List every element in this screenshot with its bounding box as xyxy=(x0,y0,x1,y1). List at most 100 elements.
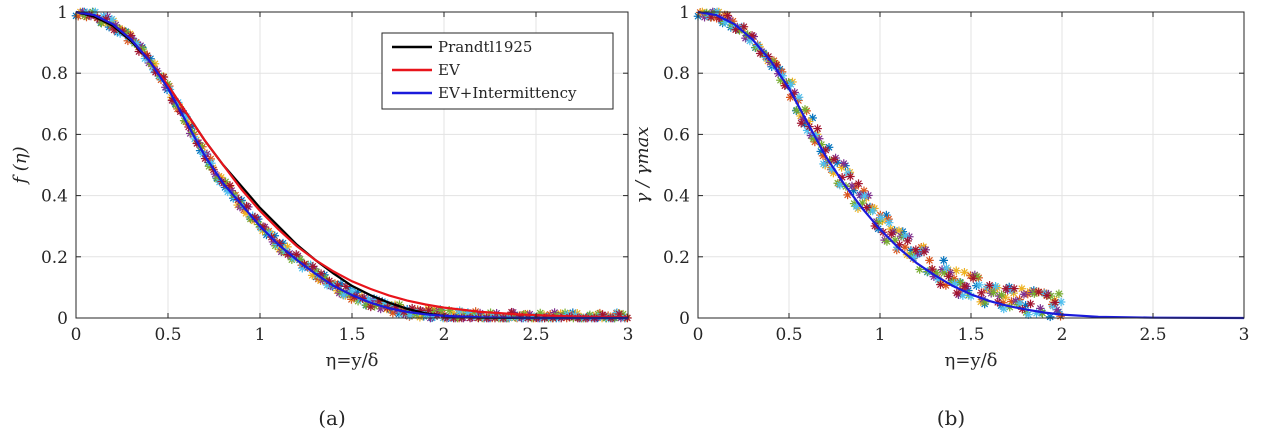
marker-stroke xyxy=(301,260,308,268)
marker-stroke xyxy=(367,303,375,311)
marker-stroke xyxy=(1043,292,1051,299)
scatter-marker xyxy=(813,124,822,133)
marker-stroke xyxy=(869,207,877,215)
y-tick-label: 1 xyxy=(57,3,68,23)
marker-stroke xyxy=(901,243,909,251)
marker-stroke xyxy=(615,310,623,318)
legend-entry: EV+Intermittency xyxy=(438,84,577,102)
scatter-marker xyxy=(985,280,994,290)
scatter-marker xyxy=(366,302,376,312)
marker-stroke xyxy=(902,232,909,240)
marker-stroke xyxy=(940,256,948,264)
marker-stroke xyxy=(855,180,862,188)
scatter-marker xyxy=(206,158,216,168)
marker-stroke xyxy=(797,119,805,127)
marker-stroke xyxy=(1036,304,1044,312)
panel-a: 0 0.5 1 1.5 2 2.5 3 0 0.2 0.4 0.6 0.8 1 η=y/δ f (η) (a)… xyxy=(10,3,633,430)
marker-stroke xyxy=(920,248,928,256)
y-axis-label: γ / γmax xyxy=(632,127,653,204)
marker-stroke xyxy=(926,256,933,264)
marker-stroke xyxy=(389,309,397,317)
y-tick-label: 0.8 xyxy=(41,64,68,84)
marker-stroke xyxy=(795,93,803,101)
scatter-marker xyxy=(1026,299,1035,309)
scatter-marker xyxy=(944,272,953,281)
marker-stroke xyxy=(381,299,389,306)
x-tick-label: 2 xyxy=(1057,325,1068,345)
marker-stroke xyxy=(1053,306,1061,314)
scatter-marker xyxy=(860,191,869,201)
marker-stroke xyxy=(885,219,893,227)
marker-stroke xyxy=(953,289,961,297)
marker-stroke xyxy=(1000,305,1008,313)
marker-stroke xyxy=(1002,285,1010,293)
x-tick-label: 2.5 xyxy=(1139,325,1166,345)
scatter-marker xyxy=(507,307,516,317)
scatter-marker xyxy=(884,218,894,227)
marker-stroke xyxy=(887,230,895,238)
scatter-marker xyxy=(843,190,852,200)
panel-caption: (b) xyxy=(937,406,965,430)
marker-stroke xyxy=(321,274,329,282)
marker-stroke xyxy=(986,281,993,289)
scatter-marker xyxy=(968,274,978,283)
marker-stroke xyxy=(975,281,983,289)
marker-stroke xyxy=(211,170,219,178)
marker-stroke xyxy=(998,291,1006,299)
marker-stroke xyxy=(425,306,433,314)
marker-stroke xyxy=(820,160,828,168)
scatter-marker xyxy=(808,113,817,123)
marker-stroke xyxy=(840,160,848,167)
marker-stroke xyxy=(830,156,838,164)
scatter-marker xyxy=(854,179,863,188)
marker-stroke xyxy=(1055,290,1063,298)
marker-stroke xyxy=(942,264,950,272)
marker-stroke xyxy=(969,274,977,282)
marker-stroke xyxy=(844,169,852,177)
marker-stroke xyxy=(945,272,953,280)
scatter-marker xyxy=(952,288,962,298)
y-tick-label: 0.2 xyxy=(663,248,690,268)
y-tick-label: 0.6 xyxy=(663,125,690,145)
marker-stroke xyxy=(1010,285,1018,293)
marker-stroke xyxy=(740,23,748,31)
legend-entry: EV xyxy=(438,61,461,79)
y-tick-label: 0 xyxy=(679,309,690,329)
marker-stroke xyxy=(961,282,969,290)
marker-stroke xyxy=(1001,293,1009,301)
scatter-marker xyxy=(911,245,921,254)
x-tick-label: 3 xyxy=(1239,325,1250,345)
legend-entry: Prandtl1925 xyxy=(438,38,532,56)
marker-stroke xyxy=(846,173,854,180)
marker-stroke xyxy=(207,159,215,167)
panel-caption: (a) xyxy=(318,406,346,430)
marker-stroke xyxy=(992,282,1000,290)
x-axis-label: η=y/δ xyxy=(326,350,379,371)
x-axis-label: η=y/δ xyxy=(945,350,998,371)
x-tick-label: 1 xyxy=(255,325,266,345)
marker-stroke xyxy=(1046,313,1054,321)
marker-stroke xyxy=(1012,297,1020,305)
scatter-marker xyxy=(341,282,351,291)
scatter-marker xyxy=(951,266,961,275)
marker-stroke xyxy=(108,15,116,23)
scatter-marker xyxy=(225,181,235,190)
marker-stroke xyxy=(197,142,205,150)
scatter-marker xyxy=(999,304,1009,314)
scatter-marker xyxy=(846,172,855,181)
marker-stroke xyxy=(912,246,920,254)
scatter-marker xyxy=(956,278,965,288)
scatter-marker xyxy=(837,163,846,172)
scatter-marker xyxy=(723,11,732,20)
scatter-marker xyxy=(1042,291,1052,300)
scatter-marker xyxy=(1052,305,1062,315)
marker-stroke xyxy=(1057,298,1065,306)
scatter-marker xyxy=(925,256,934,265)
scatter-marker xyxy=(876,213,886,222)
scatter-marker xyxy=(829,155,839,164)
x-tick-label: 0 xyxy=(693,325,704,345)
scatter-marker xyxy=(903,236,912,246)
marker-stroke xyxy=(904,237,912,245)
x-tick-label: 1.5 xyxy=(338,325,365,345)
